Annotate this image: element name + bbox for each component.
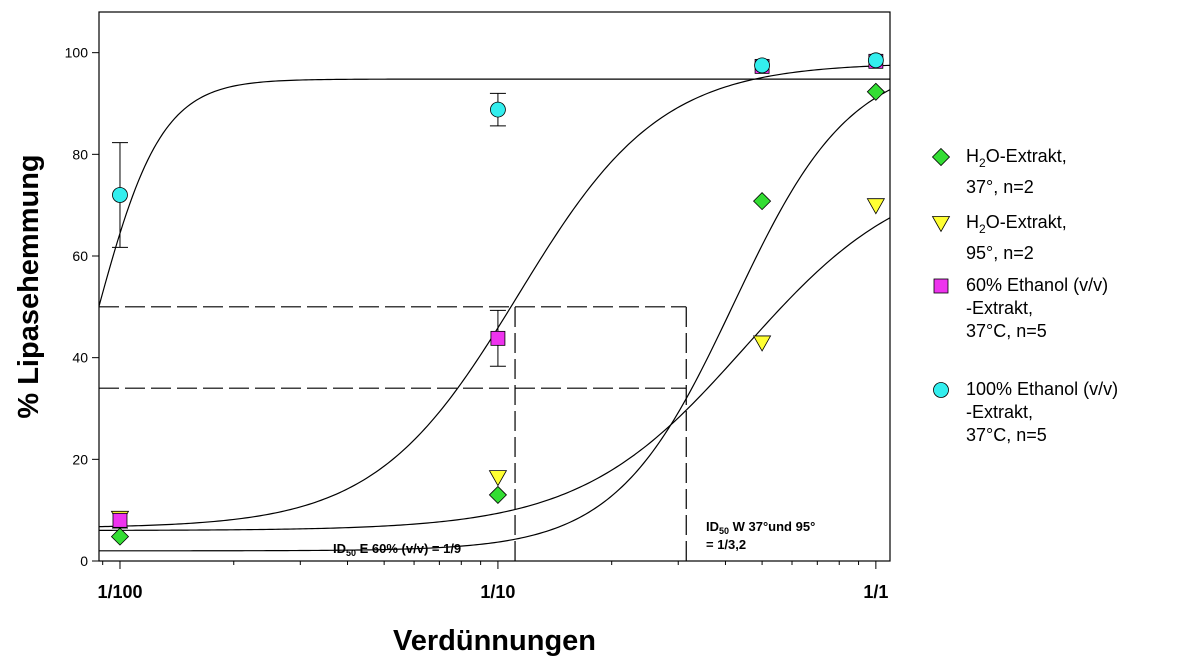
error-bars [111, 92, 506, 529]
fit-curve [98, 78, 890, 307]
legend-label: 37°C, n=5 [966, 425, 1047, 445]
fit-curve [98, 64, 891, 528]
data-point-circle [867, 52, 884, 69]
legend-marker-triangle-down [931, 216, 951, 233]
legend-label: 37°C, n=5 [966, 321, 1047, 341]
legend: H2O-Extrakt, 37°, n=2 H2O-Extrakt, 95°, n=2… [931, 146, 1118, 445]
x-tick-label: 1/10 [480, 582, 515, 602]
y-tick-label: 80 [72, 146, 88, 162]
data-point-triangle-down [488, 470, 508, 487]
data-point-circle [490, 101, 506, 118]
data-point-square [490, 330, 506, 346]
legend-label-line2: 37°, n=2 [966, 177, 1034, 197]
legend-label: H2O-Extrakt, [966, 146, 1067, 170]
data-point-circle [112, 187, 128, 203]
annotation-id50-ethanol: ID50 E 60% (v/v) = 1/9 [333, 541, 461, 558]
x-axis-title: Verdünnungen [393, 625, 596, 657]
data-points [110, 52, 886, 546]
y-tick-label: 100 [65, 45, 89, 61]
y-tick-label: 0 [80, 553, 88, 569]
y-tick-label: 20 [72, 451, 88, 467]
fit-curve [98, 217, 891, 531]
legend-item: H2O-Extrakt, 37°, n=2 [931, 146, 1067, 197]
data-point-triangle-down [866, 198, 886, 215]
legend-marker-square [933, 278, 949, 294]
legend-marker-diamond [931, 147, 951, 167]
legend-marker-circle [933, 382, 949, 398]
data-point-circle [754, 57, 770, 74]
axes: 0 20 40 60 80 100 1/100 1/10 1/1 [65, 11, 891, 602]
reference-lines [99, 306, 687, 561]
data-point-diamond [753, 192, 772, 211]
legend-label: -Extrakt, [966, 402, 1033, 422]
legend-label: H2O-Extrakt, [966, 212, 1067, 236]
data-point-triangle-down [752, 335, 772, 352]
x-tick-label: 1/100 [97, 582, 142, 602]
legend-label-line2: 95°, n=2 [966, 243, 1034, 263]
y-axis-title: % Lipasehemmung [13, 154, 45, 418]
y-tick-label: 40 [72, 350, 88, 366]
data-point-diamond [488, 485, 507, 504]
annotations: ID50 E 60% (v/v) = 1/9 ID50 W 37°und 95°=… [333, 519, 815, 558]
fit-curve [99, 89, 891, 552]
annotation-id50-water: ID50 W 37°und 95° [706, 519, 815, 536]
legend-item: 100% Ethanol (v/v) -Extrakt, 37°C, n=5 [933, 379, 1118, 445]
legend-item: H2O-Extrakt, 95°, n=2 [931, 212, 1067, 263]
plot-frame [98, 11, 891, 562]
annotation-id50-water-line2: = 1/3,2 [706, 537, 746, 552]
y-tick-label: 60 [72, 248, 88, 264]
legend-label: 60% Ethanol (v/v) [966, 275, 1108, 295]
data-point-square [112, 512, 128, 528]
legend-item: 60% Ethanol (v/v) -Extrakt, 37°C, n=5 [933, 275, 1108, 341]
data-point-diamond [866, 82, 885, 101]
legend-label: -Extrakt, [966, 298, 1033, 318]
data-point-diamond [110, 527, 130, 546]
x-tick-label: 1/1 [863, 582, 888, 602]
legend-label: 100% Ethanol (v/v) [966, 379, 1118, 399]
